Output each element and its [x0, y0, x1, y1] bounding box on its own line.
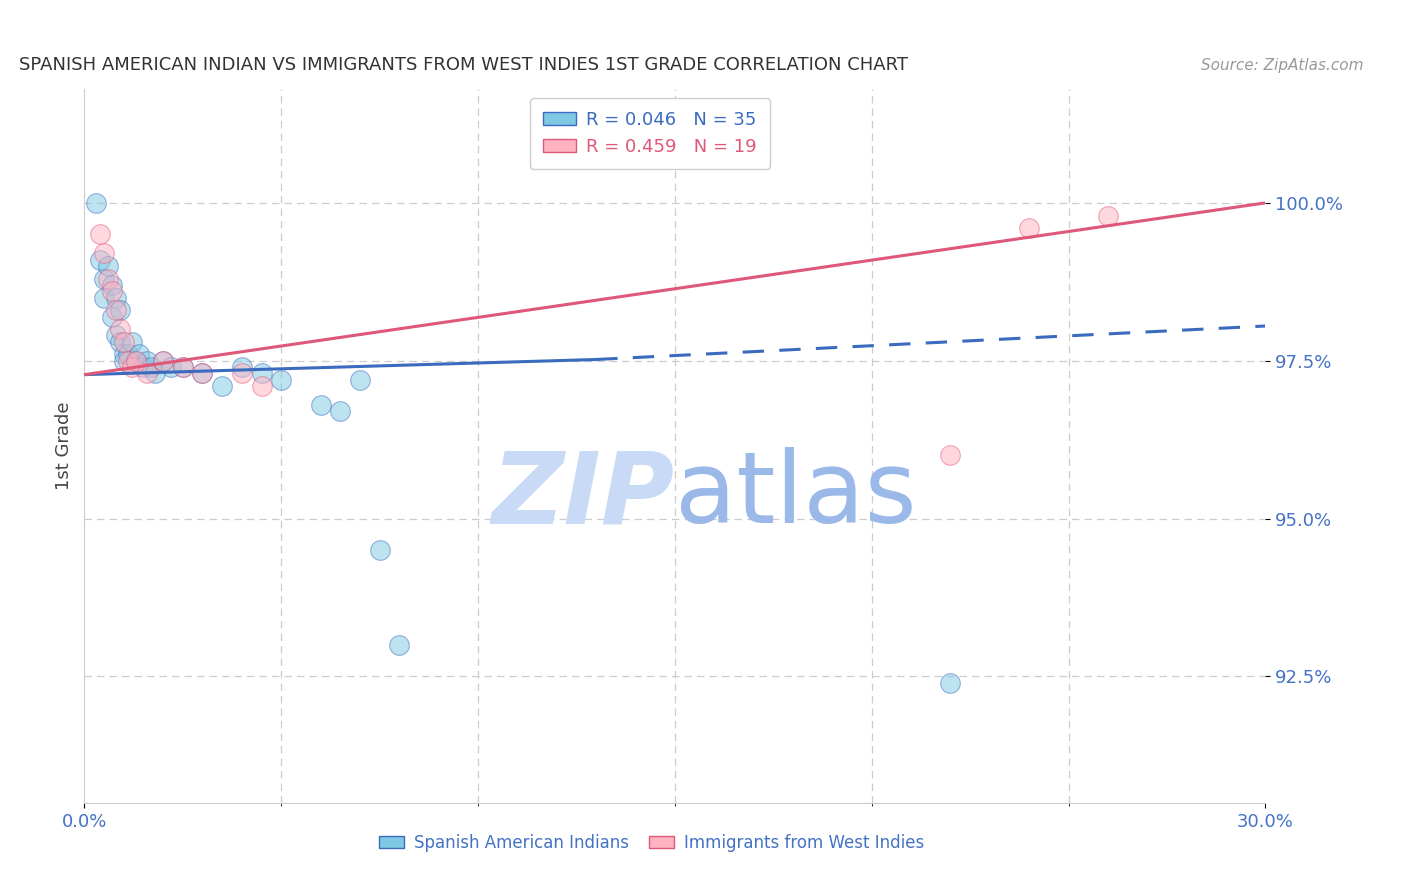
Point — [121, 334, 143, 349]
Point — [152, 353, 174, 368]
Point — [939, 449, 962, 463]
Point — [1097, 209, 1119, 223]
Point — [172, 360, 194, 375]
Point — [250, 367, 273, 381]
Point — [124, 353, 146, 368]
Point — [93, 246, 115, 260]
Point — [231, 367, 253, 381]
Point — [172, 360, 194, 375]
Point — [117, 353, 139, 368]
Legend: Spanish American Indians, Immigrants from West Indies: Spanish American Indians, Immigrants fro… — [373, 828, 931, 859]
Point — [124, 353, 146, 368]
Y-axis label: 1st Grade: 1st Grade — [55, 401, 73, 491]
Point — [191, 367, 214, 381]
Point — [112, 334, 135, 349]
Text: Source: ZipAtlas.com: Source: ZipAtlas.com — [1201, 58, 1364, 73]
Point — [93, 291, 115, 305]
Point — [141, 360, 163, 375]
Point — [89, 252, 111, 267]
Point — [329, 404, 352, 418]
Point — [160, 360, 183, 375]
Point — [152, 353, 174, 368]
Point — [250, 379, 273, 393]
Text: atlas: atlas — [675, 448, 917, 544]
Point — [368, 543, 391, 558]
Point — [121, 360, 143, 375]
Point — [101, 277, 124, 292]
Point — [270, 373, 292, 387]
Point — [388, 638, 411, 652]
Point — [211, 379, 233, 393]
Point — [97, 259, 120, 273]
Point — [128, 347, 150, 361]
Point — [117, 347, 139, 361]
Point — [108, 303, 131, 318]
Point — [136, 367, 159, 381]
Point — [104, 328, 127, 343]
Point — [97, 271, 120, 285]
Point — [108, 334, 131, 349]
Point — [101, 285, 124, 299]
Point — [309, 398, 332, 412]
Point — [939, 675, 962, 690]
Point — [104, 291, 127, 305]
Point — [191, 367, 214, 381]
Point — [136, 353, 159, 368]
Text: SPANISH AMERICAN INDIAN VS IMMIGRANTS FROM WEST INDIES 1ST GRADE CORRELATION CHA: SPANISH AMERICAN INDIAN VS IMMIGRANTS FR… — [20, 56, 908, 74]
Point — [349, 373, 371, 387]
Point — [112, 347, 135, 361]
Point — [108, 322, 131, 336]
Point — [1018, 221, 1040, 235]
Point — [104, 303, 127, 318]
Point — [93, 271, 115, 285]
Point — [84, 195, 107, 210]
Text: ZIP: ZIP — [492, 448, 675, 544]
Point — [132, 360, 155, 375]
Point — [231, 360, 253, 375]
Point — [112, 353, 135, 368]
Point — [101, 310, 124, 324]
Point — [143, 367, 166, 381]
Point — [89, 227, 111, 242]
